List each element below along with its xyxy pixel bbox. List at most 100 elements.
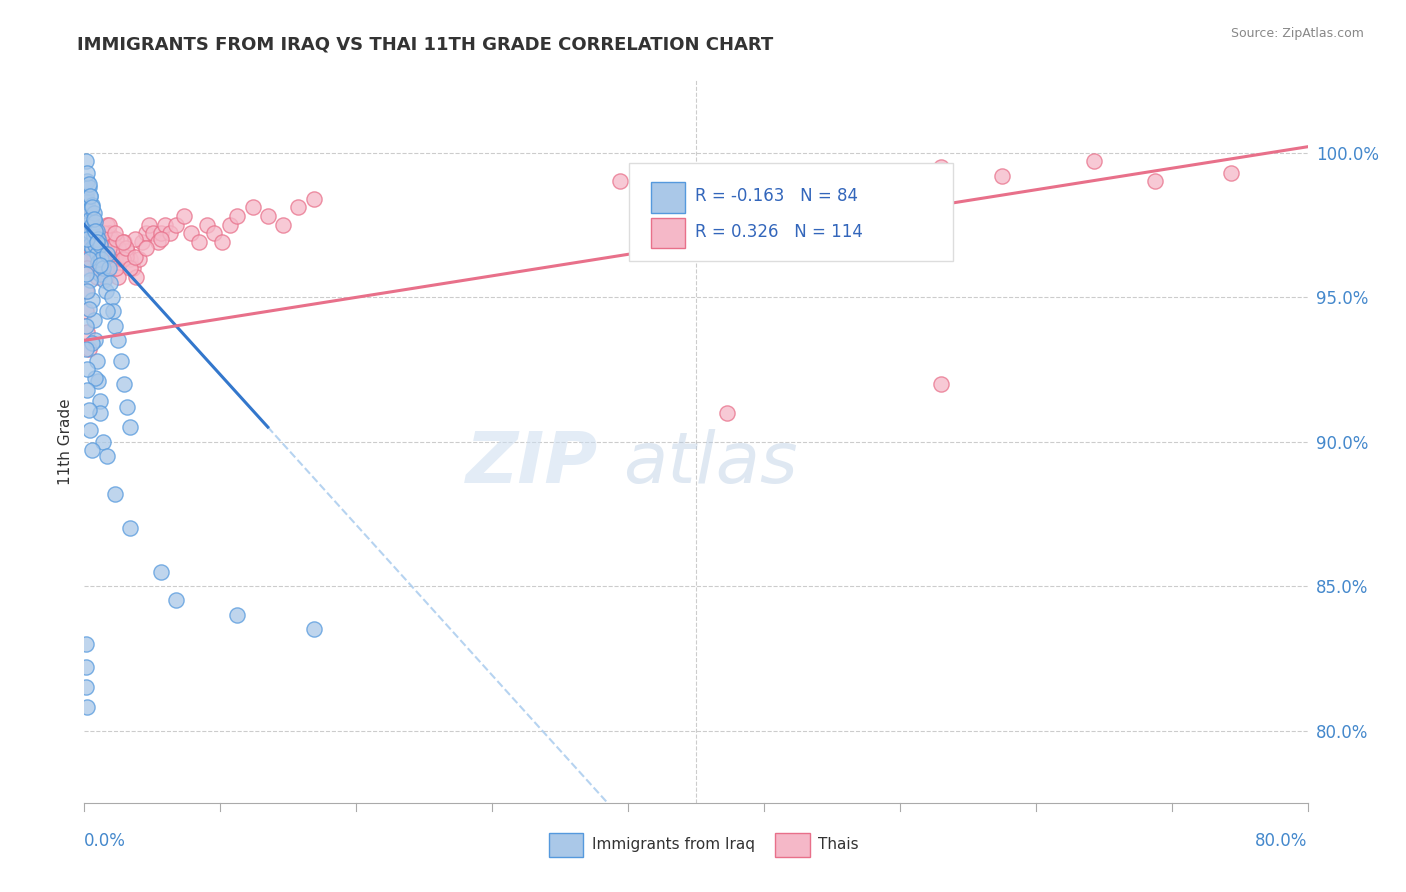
Point [91, 250, 114, 264]
Point [120, 521, 142, 535]
Point [76, 325, 98, 339]
Point [89, 394, 111, 409]
Point [96, 218, 118, 232]
Point [79, 227, 101, 241]
Point [271, 218, 294, 232]
Point [77, 402, 100, 417]
Point [94, 269, 117, 284]
Point [90, 244, 112, 258]
Point [75, 285, 97, 299]
Point [86, 227, 108, 241]
Point [75, 227, 97, 241]
Point [83, 229, 105, 244]
Point [103, 304, 125, 318]
Point [98, 276, 121, 290]
Point [83, 206, 105, 220]
Point [75, 660, 97, 674]
Point [83, 313, 105, 327]
Point [1143, 174, 1166, 188]
Point [91, 261, 114, 276]
Point [93, 273, 115, 287]
Point [77, 223, 100, 237]
Point [142, 227, 165, 241]
Point [195, 218, 218, 232]
Text: R = -0.163   N = 84: R = -0.163 N = 84 [695, 187, 858, 205]
Point [76, 197, 98, 211]
Point [87, 255, 110, 269]
Point [131, 235, 153, 249]
Point [83, 232, 105, 246]
Point [87, 232, 110, 246]
Point [77, 178, 100, 192]
Point [84, 261, 107, 276]
Point [128, 252, 150, 267]
Point [76, 232, 98, 246]
Point [609, 174, 631, 188]
Point [76, 166, 98, 180]
Point [79, 189, 101, 203]
Point [89, 258, 111, 272]
Point [86, 246, 108, 260]
Point [87, 227, 110, 241]
Point [77, 241, 100, 255]
Point [75, 304, 97, 318]
Point [120, 252, 142, 267]
Point [716, 189, 738, 203]
Point [86, 244, 108, 258]
Point [180, 227, 202, 241]
Point [188, 235, 211, 249]
Point [75, 189, 97, 203]
Point [149, 232, 172, 246]
Point [75, 189, 97, 203]
Point [84, 223, 107, 237]
Point [716, 406, 738, 420]
Point [77, 301, 100, 316]
Point [80, 443, 103, 458]
Point [104, 227, 127, 241]
Point [77, 232, 100, 246]
Point [79, 215, 101, 229]
Point [76, 261, 98, 276]
Point [80, 336, 103, 351]
Text: Thais: Thais [818, 838, 859, 852]
Point [83, 212, 105, 227]
Point [83, 252, 105, 267]
Point [104, 318, 127, 333]
Point [218, 218, 240, 232]
Point [165, 593, 187, 607]
Point [135, 241, 157, 255]
Point [125, 269, 148, 284]
Text: IMMIGRANTS FROM IRAQ VS THAI 11TH GRADE CORRELATION CHART: IMMIGRANTS FROM IRAQ VS THAI 11TH GRADE … [77, 36, 773, 54]
Point [89, 235, 111, 249]
Point [287, 201, 309, 215]
Point [80, 218, 103, 232]
Text: ZIP: ZIP [465, 429, 598, 498]
Point [89, 235, 111, 249]
Point [83, 235, 105, 249]
Point [97, 218, 120, 232]
Point [76, 383, 98, 397]
Point [97, 261, 120, 276]
Point [80, 223, 103, 237]
FancyBboxPatch shape [550, 833, 583, 857]
Point [87, 241, 110, 255]
Point [89, 406, 111, 420]
Point [91, 434, 114, 449]
Point [929, 160, 952, 174]
Point [75, 209, 97, 223]
Point [115, 400, 138, 414]
Point [111, 235, 134, 249]
Point [75, 267, 97, 281]
Point [173, 209, 195, 223]
Point [110, 353, 132, 368]
Point [257, 209, 280, 223]
Point [242, 201, 264, 215]
Point [77, 252, 100, 267]
Point [80, 197, 103, 211]
Text: atlas: atlas [623, 429, 797, 498]
Point [75, 238, 97, 252]
Point [101, 290, 124, 304]
Point [75, 680, 97, 694]
Point [94, 261, 117, 276]
Point [84, 238, 107, 252]
